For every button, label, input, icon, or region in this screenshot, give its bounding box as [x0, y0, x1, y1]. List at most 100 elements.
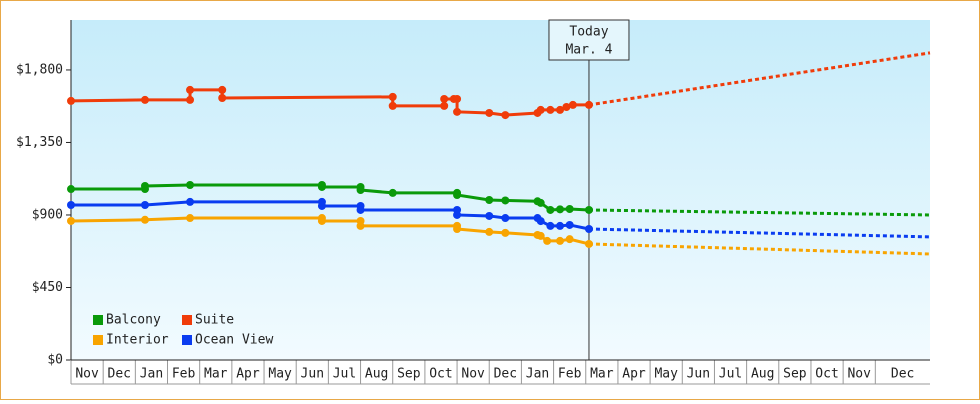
- x-tick-label: Dec: [891, 367, 914, 382]
- x-tick-label: Sep: [397, 367, 421, 382]
- point: [536, 198, 545, 207]
- point: [67, 216, 75, 225]
- point: [218, 93, 227, 102]
- y-tick-label: $450: [32, 280, 63, 295]
- legend-swatch: [93, 335, 103, 345]
- point: [140, 181, 149, 190]
- point: [562, 103, 571, 112]
- point: [186, 197, 195, 206]
- x-tick-label: Nov: [75, 367, 99, 382]
- y-tick-label: $0: [47, 353, 63, 368]
- point: [140, 215, 149, 224]
- point: [501, 196, 510, 205]
- point: [536, 217, 545, 226]
- x-tick-label: Jun: [301, 367, 324, 382]
- forecast-line: [588, 51, 931, 107]
- point: [501, 111, 510, 120]
- point: [388, 188, 397, 197]
- legend-swatch: [182, 315, 192, 325]
- point: [565, 235, 574, 244]
- x-tick-label: Dec: [108, 367, 131, 382]
- point: [186, 95, 195, 104]
- today-box: [548, 19, 630, 61]
- point: [440, 101, 449, 110]
- point: [501, 228, 510, 237]
- point: [186, 181, 195, 190]
- point: [67, 96, 75, 105]
- point: [584, 224, 593, 233]
- point: [453, 190, 462, 199]
- x-tick-label: Jan: [140, 367, 163, 382]
- plot-area: [71, 20, 930, 360]
- x-tick-label: Jul: [719, 367, 742, 382]
- point: [317, 201, 326, 210]
- x-tick-label: Nov: [461, 367, 485, 382]
- point: [356, 205, 365, 214]
- x-tick-label: Dec: [494, 367, 517, 382]
- point: [317, 182, 326, 191]
- x-tick-label: Apr: [622, 367, 646, 382]
- point: [453, 224, 462, 233]
- point: [568, 100, 577, 109]
- point: [546, 205, 555, 214]
- point: [565, 205, 574, 214]
- point: [565, 220, 574, 229]
- x-tick-label: Aug: [751, 367, 774, 382]
- legend-label: Suite: [195, 313, 234, 328]
- legend-label: Interior: [106, 333, 169, 348]
- point: [317, 216, 326, 225]
- x-tick-label: Jan: [526, 367, 549, 382]
- x-tick-label: May: [654, 367, 678, 382]
- forecast-line: [588, 208, 931, 217]
- point: [388, 92, 397, 101]
- point: [584, 100, 593, 109]
- point: [356, 186, 365, 194]
- point: [186, 85, 195, 94]
- point: [186, 214, 195, 223]
- point: [543, 236, 552, 245]
- point: [501, 214, 510, 223]
- point: [67, 185, 75, 194]
- point: [556, 205, 565, 214]
- point: [453, 210, 462, 219]
- point: [140, 200, 149, 209]
- today-label: Mar. 4: [565, 43, 612, 58]
- x-tick-label: May: [268, 367, 292, 382]
- legend-label: Balcony: [106, 313, 161, 328]
- point: [485, 195, 494, 204]
- point: [140, 95, 149, 104]
- point: [67, 200, 75, 209]
- point: [388, 101, 397, 110]
- point: [485, 211, 494, 220]
- x-tick-label: Oct: [815, 367, 838, 382]
- legend-swatch: [93, 315, 103, 325]
- point: [546, 105, 555, 114]
- x-tick-label: Mar: [204, 367, 228, 382]
- x-tick-label: Sep: [783, 367, 807, 382]
- y-tick-label: $900: [32, 207, 63, 222]
- x-tick-label: Apr: [236, 367, 260, 382]
- point: [218, 85, 227, 94]
- point: [453, 94, 462, 103]
- point: [536, 231, 545, 240]
- forecast-line: [588, 242, 931, 256]
- x-tick-label: Oct: [429, 367, 452, 382]
- point: [584, 205, 593, 214]
- point: [556, 221, 565, 230]
- x-tick-label: Nov: [847, 367, 871, 382]
- today-label: Today: [569, 25, 608, 40]
- point: [440, 94, 449, 103]
- y-tick-label: $1,800: [16, 62, 63, 77]
- legend-swatch: [182, 335, 192, 345]
- y-tick-label: $1,350: [16, 135, 63, 150]
- point: [485, 227, 494, 236]
- x-tick-label: Jun: [687, 367, 710, 382]
- x-tick-label: Feb: [558, 367, 582, 382]
- point: [556, 236, 565, 245]
- x-tick-label: Aug: [365, 367, 388, 382]
- x-tick-label: Mar: [590, 367, 614, 382]
- point: [356, 221, 365, 230]
- point: [584, 239, 593, 248]
- point: [556, 105, 565, 114]
